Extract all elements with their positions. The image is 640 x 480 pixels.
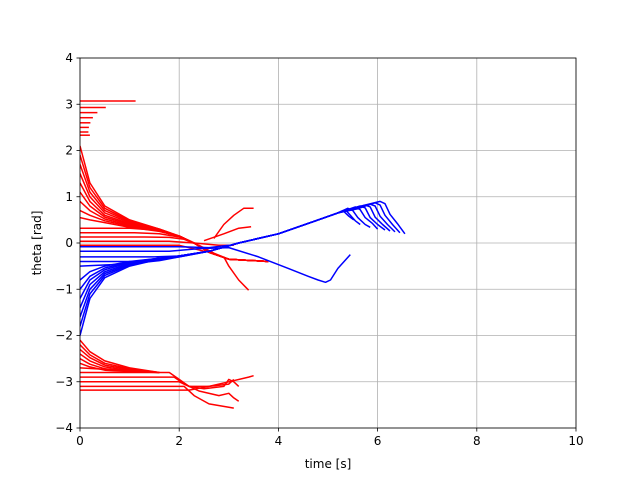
x-tick-label: 8 — [473, 434, 481, 448]
y-tick-label: −1 — [55, 282, 73, 296]
red-trajectory-line — [80, 367, 160, 374]
red-trajectory-line — [80, 376, 240, 402]
red-trajectory-line — [203, 226, 252, 242]
y-tick-label: 1 — [65, 190, 73, 204]
x-axis-label: time [s] — [305, 457, 352, 471]
series-lines — [80, 100, 406, 409]
red-trajectory-line — [80, 244, 269, 263]
x-tick-label: 10 — [568, 434, 583, 448]
red-trajectory-line — [80, 378, 235, 391]
blue-trajectory-line — [80, 244, 229, 249]
red-trajectory-line — [223, 256, 250, 291]
y-tick-label: 4 — [65, 51, 73, 65]
x-tick-label: 6 — [374, 434, 382, 448]
red-trajectory-line — [80, 378, 240, 390]
y-tick-label: 2 — [65, 144, 73, 158]
y-axis-label: theta [rad] — [30, 211, 44, 276]
x-tick-label: 2 — [175, 434, 183, 448]
red-trajectory-line — [213, 207, 254, 239]
y-tick-label: −4 — [55, 421, 73, 435]
y-tick-label: −2 — [55, 329, 73, 343]
y-tick-label: 3 — [65, 97, 73, 111]
axis-ticks: 0 2 4 6 8 10 −4 −3 −2 −1 0 1 2 3 4 — [55, 51, 583, 448]
x-tick-label: 4 — [275, 434, 283, 448]
x-tick-label: 0 — [76, 434, 84, 448]
blue-trajectory-line — [80, 246, 351, 284]
y-tick-label: 0 — [65, 236, 73, 250]
red-trajectory-line — [80, 385, 234, 409]
red-trajectory-line — [80, 371, 254, 388]
y-tick-label: −3 — [55, 375, 73, 389]
